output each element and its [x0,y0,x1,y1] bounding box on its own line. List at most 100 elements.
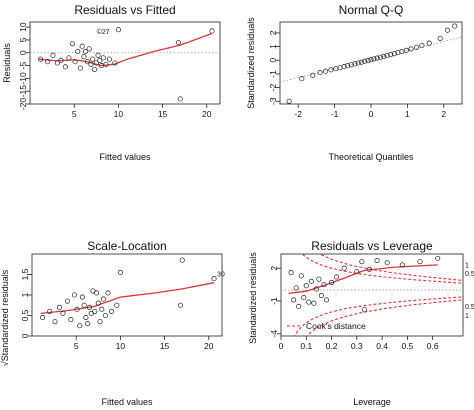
data-point [403,47,409,53]
data-point [60,310,66,317]
x-tick-label: 5 [74,341,79,351]
tick-group: 5 10 15 20 0 0.5 1 1.5 [20,268,214,351]
data-point [377,54,384,60]
y-tick-label: -2 [268,84,278,92]
x-tick-label: 15 [160,341,170,351]
contour-label: 0.5 [465,271,474,278]
y-tick-label: 5 [18,37,28,42]
panel-title: Residuals vs Fitted [74,3,175,17]
cooks-distance-legend: Cook's distance [287,321,366,331]
data-point [408,46,414,52]
y-tick-label: 2 [268,30,278,35]
points-group [288,255,441,313]
data-point [175,39,182,46]
data-point [452,23,458,29]
data-point [56,304,62,310]
data-point [381,53,387,59]
data-point [355,60,361,66]
reference-line-group [279,36,463,83]
legend-label: Cook's distance [306,321,366,331]
data-point [71,292,77,298]
data-point [323,297,330,303]
data-point [90,56,96,62]
data-point [365,57,371,64]
y-tick-label: 1 [268,44,278,49]
data-point [108,308,115,314]
data-point [293,285,299,291]
data-point [322,68,329,74]
x-tick-label: 0.5 [401,341,413,351]
panel-residuals-vs-leverage: Residuals vs Leverage 0 0.1 0.2 0.3 0.4 0.5 0.… [248,239,474,407]
data-point [298,273,304,279]
x-axis-label: Fitted values [101,397,153,407]
data-point [391,51,397,57]
data-point [84,59,90,65]
data-point [54,60,60,66]
x-axis-label: Fitted values [99,152,151,162]
data-point [45,59,51,65]
data-point [47,308,53,314]
x-tick-label: 20 [202,109,212,119]
y-axis-label: Standardized residuals [248,252,258,344]
data-point [345,63,351,69]
smoother-group [38,32,213,67]
data-point [91,66,98,72]
point-label-group: 30 [217,272,225,279]
y-tick-label: 1.5 [20,268,30,280]
panel-scale-location: Scale-Location 5 10 15 20 0 0.5 1 1.5 30 Fitted… [0,239,225,407]
plot-frame [31,253,223,337]
y-tick-label: -3 [268,97,278,105]
data-point [316,276,322,282]
y-tick-label: 1 [20,292,30,297]
contour-label-group: 1 0.5 0.5 1 [465,262,474,320]
data-point [81,54,87,60]
data-point [101,296,107,302]
data-point [79,294,85,300]
data-point [100,55,106,61]
data-point [179,257,185,263]
data-point [366,266,373,272]
smoother-line [38,32,213,67]
data-point [72,59,78,65]
points-group [286,23,458,104]
plot-frame [279,21,463,105]
data-point [64,298,70,304]
points-group [38,27,215,102]
x-tick-label: 0 [279,341,284,351]
data-point [437,35,443,41]
data-point [209,28,215,34]
cooks-distance-contour [293,296,463,336]
tick-group: 5 10 15 20 -20-15-10 -5 0 5 10 [18,22,212,119]
y-tick-label: 0 [18,50,28,55]
data-point [105,290,111,296]
y-tick-label: -4 [269,330,279,338]
data-point [354,268,360,275]
data-point [114,302,120,308]
data-point [177,302,184,308]
x-tick-label: 0.3 [351,341,363,351]
smoother-group [288,264,438,295]
data-point [83,314,89,321]
data-point [303,283,309,289]
plot-frame [280,253,464,337]
plot-frame [29,21,221,105]
x-tick-label: 15 [158,109,168,119]
data-point [359,259,365,265]
y-tick-label: -1 [268,70,278,78]
data-point [117,269,123,276]
y-tick-label: 2 [269,266,279,271]
x-tick-label: 5 [72,109,77,119]
data-point [341,265,347,271]
point-label: ©27 [97,28,110,36]
data-point [85,321,91,327]
data-point [66,55,72,61]
points-group [40,257,217,329]
y-tick-label: 0 [268,58,278,63]
data-point [81,302,87,308]
data-point [399,262,405,268]
data-point [444,27,450,33]
y-tick-label: -1 [269,297,279,305]
y-axis-label: √Standardized residuals [0,269,10,366]
data-point [99,63,105,69]
